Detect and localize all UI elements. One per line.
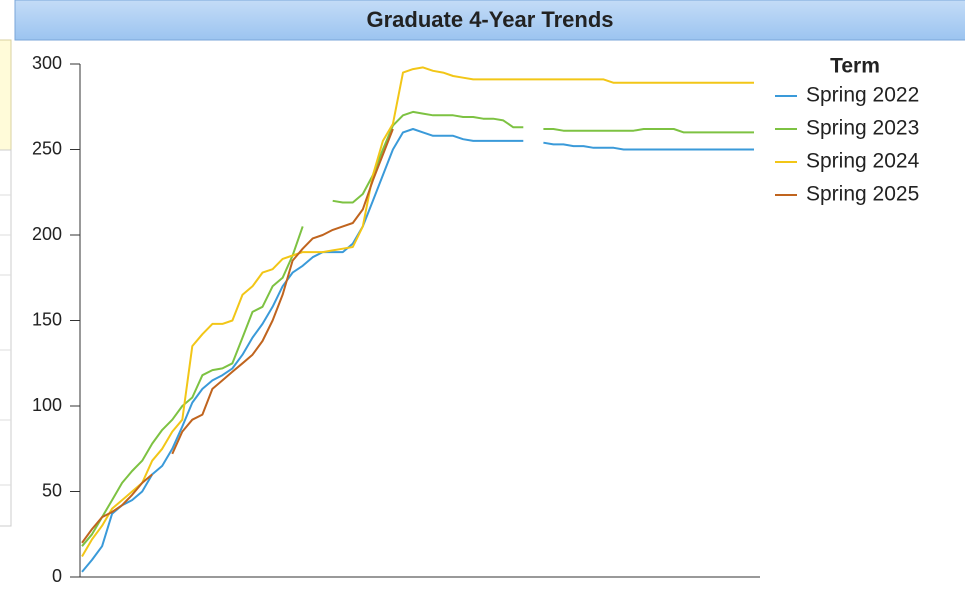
legend-label: Spring 2025 [806, 183, 919, 206]
y-tick-label: 100 [32, 395, 62, 415]
header-bar [14, 0, 965, 41]
side-panel [0, 39, 12, 527]
y-tick-label: 300 [32, 53, 62, 73]
legend-label: Spring 2024 [806, 150, 920, 173]
legend-label: Spring 2022 [806, 84, 919, 107]
series-line [81, 128, 394, 544]
y-tick-label: 200 [32, 224, 62, 244]
legend-label: Spring 2023 [806, 117, 919, 140]
legend-title: Term [830, 55, 880, 78]
chart-title: Graduate 4-Year Trends [367, 7, 614, 32]
y-tick-label: 50 [42, 480, 62, 500]
y-tick-label: 0 [52, 566, 62, 586]
series-line [81, 110, 754, 547]
series-line [81, 66, 754, 558]
y-tick-label: 250 [32, 138, 62, 158]
y-tick-label: 150 [32, 309, 62, 329]
series-line [81, 128, 754, 573]
